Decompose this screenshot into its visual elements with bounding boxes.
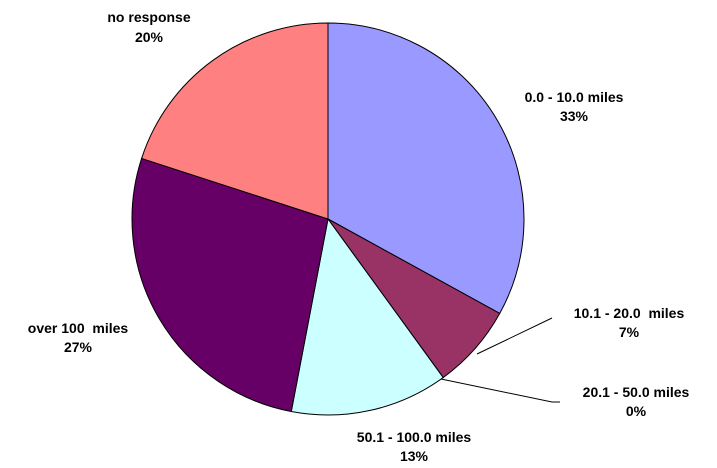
pct-20-50-miles: 0% [626,403,647,419]
pie-slice-over-100-miles [131,157,329,413]
pie-slice-no-response [140,22,329,220]
label-no-response: no response [107,9,190,25]
label-20-50-miles: 20.1 - 50.0 miles [583,384,690,400]
pie-slices [131,22,525,416]
pie-slice-50-1-100-0-miles [290,217,444,416]
label-50-100-miles: 50.1 - 100.0 miles [357,429,472,445]
leader-lines [440,317,560,403]
label-10-20-miles: 10.1 - 20.0 miles [574,305,685,321]
label-over-100-miles: over 100 miles [28,320,129,336]
pct-50-100-miles: 13% [400,448,429,464]
pct-no-response: 20% [135,29,164,45]
pct-0-10-miles: 33% [560,108,589,124]
pie-slice-0-0-10-0-miles [327,22,525,315]
label-0-10-miles: 0.0 - 10.0 miles [525,89,624,105]
leader-line-20-50 [440,378,560,403]
slice-labels: 0.0 - 10.0 miles 33% 10.1 - 20.0 miles 7… [28,9,690,464]
pct-over-100-miles: 27% [64,339,93,355]
leader-line-10-20 [476,317,553,355]
pct-10-20-miles: 7% [619,324,640,340]
